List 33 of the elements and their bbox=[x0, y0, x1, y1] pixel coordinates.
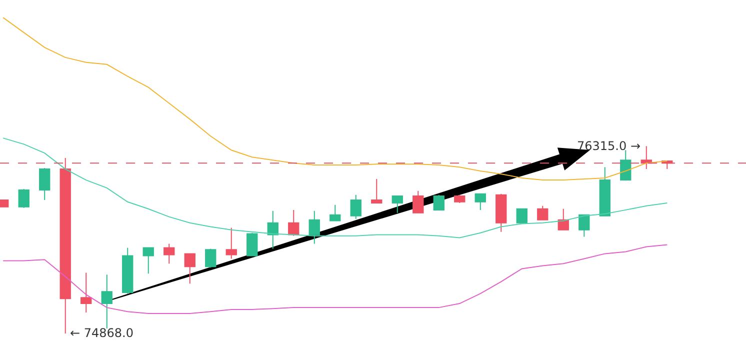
candlestick bbox=[101, 274, 112, 330]
candlestick bbox=[288, 209, 300, 236]
annotation: ← 74868.0 bbox=[70, 326, 134, 340]
candlestick bbox=[454, 194, 466, 204]
candlestick bbox=[537, 205, 548, 220]
candlestick bbox=[142, 247, 154, 274]
candlestick bbox=[392, 195, 403, 214]
candlestick bbox=[122, 247, 134, 294]
candlestick bbox=[80, 272, 92, 313]
candlestick bbox=[226, 227, 237, 260]
candlestick bbox=[516, 208, 528, 224]
candlestick bbox=[330, 204, 341, 222]
candlestick bbox=[496, 193, 507, 232]
candlestick bbox=[267, 210, 278, 250]
candlestick bbox=[558, 208, 569, 230]
candlestick bbox=[18, 188, 30, 208]
candlestick bbox=[599, 166, 610, 216]
candlestick bbox=[164, 243, 175, 264]
candlestick bbox=[350, 194, 362, 220]
annotation: 76315.0 → bbox=[577, 139, 640, 153]
candlestick bbox=[184, 253, 196, 284]
candlestick bbox=[578, 214, 590, 238]
candlestick bbox=[60, 158, 71, 334]
candlestick bbox=[308, 210, 320, 244]
candlestick bbox=[246, 232, 258, 256]
candlestick bbox=[620, 150, 632, 181]
candlestick bbox=[39, 167, 50, 200]
candlestick bbox=[640, 146, 652, 170]
candlestick bbox=[433, 194, 444, 210]
candlestick bbox=[474, 193, 486, 210]
candlestick bbox=[371, 178, 382, 204]
candlestick bbox=[412, 190, 424, 214]
candlestick bbox=[205, 248, 216, 268]
